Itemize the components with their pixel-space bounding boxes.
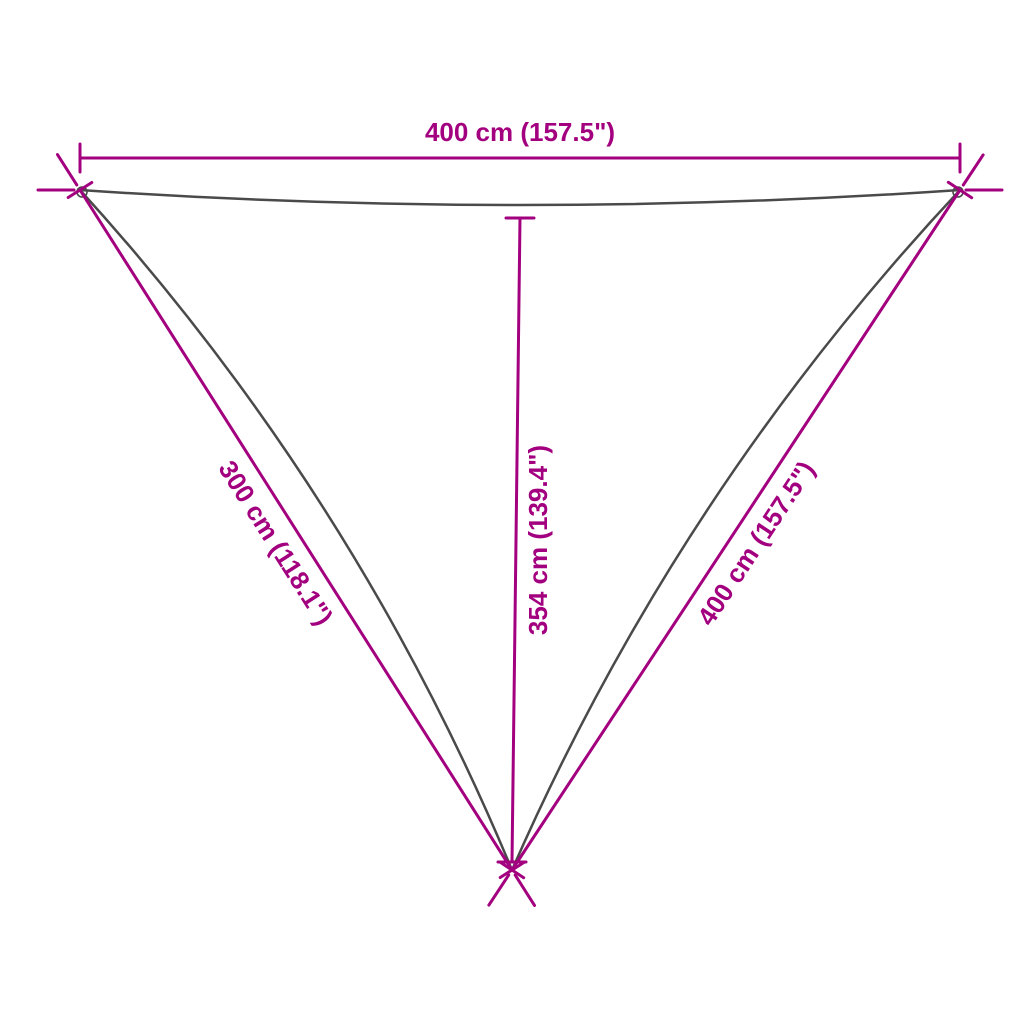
corner-tick [489,875,509,905]
dim-left-label: 300 cm (118.1") [213,455,340,630]
dim-right-label: 400 cm (157.5") [691,455,821,630]
corner-tick [57,155,76,185]
dim-top: 400 cm (157.5") [80,117,960,172]
dim-right: 400 cm (157.5") [500,182,971,877]
dim-top-label: 400 cm (157.5") [425,117,615,147]
dim-height: 354 cm (139.4") [498,218,553,862]
dim-height-label: 354 cm (139.4") [523,445,553,635]
corner-tick [963,155,983,185]
dim-left: 300 cm (118.1") [68,182,524,877]
corner-tick [515,875,534,905]
